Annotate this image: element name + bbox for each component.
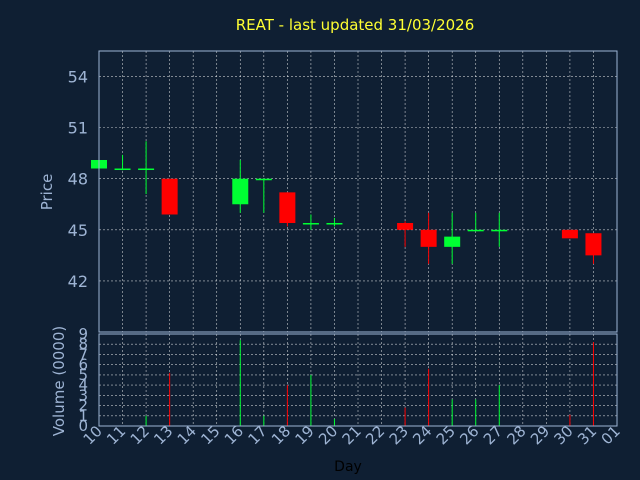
price-tick-label: 51 [68, 119, 88, 138]
volume-tick-label: 7 [78, 345, 88, 363]
candle-body [397, 223, 414, 230]
volume-tick-label: 0 [78, 417, 88, 435]
volume-tick-label: 4 [78, 376, 88, 394]
volume-axis-label: Volume (0000) [50, 326, 68, 436]
ticks-layer: 4245485154012345678910111213141516171819… [68, 68, 624, 449]
marks-layer [91, 141, 602, 426]
candle-body [279, 192, 296, 224]
price-tick-label: 42 [68, 272, 88, 291]
candle-body [326, 223, 343, 225]
candle-body [232, 178, 249, 205]
price-tick-label: 54 [68, 68, 88, 87]
grid-layer [98, 51, 618, 426]
candle-body [420, 229, 437, 247]
price-axis-label: Price [38, 174, 56, 211]
candle-body [585, 233, 602, 256]
price-panel-frame [98, 50, 618, 333]
volume-panel-frame [98, 333, 618, 427]
volume-tick-label: 8 [78, 335, 88, 353]
candle-body [444, 236, 461, 247]
candle-body [138, 168, 155, 171]
price-tick-label: 48 [68, 170, 88, 189]
volume-tick-label: 6 [78, 356, 88, 374]
candle-body [491, 229, 508, 232]
volume-tick-label: 2 [78, 397, 88, 415]
volume-tick-label: 1 [78, 407, 88, 425]
x-axis-label: Day [334, 459, 362, 475]
candle-body [561, 229, 578, 239]
volume-tick-label: 5 [78, 366, 88, 384]
price-tick-label: 45 [68, 221, 88, 240]
volume-tick-label: 3 [78, 386, 88, 404]
volume-tick-label: 9 [78, 325, 88, 343]
chart-title: REAT - last updated 31/03/2026 [236, 16, 475, 34]
candle-body [467, 229, 484, 232]
candle-body [255, 178, 272, 181]
candle-body [114, 168, 131, 171]
candle-body [161, 178, 178, 215]
candle-body [302, 223, 319, 225]
